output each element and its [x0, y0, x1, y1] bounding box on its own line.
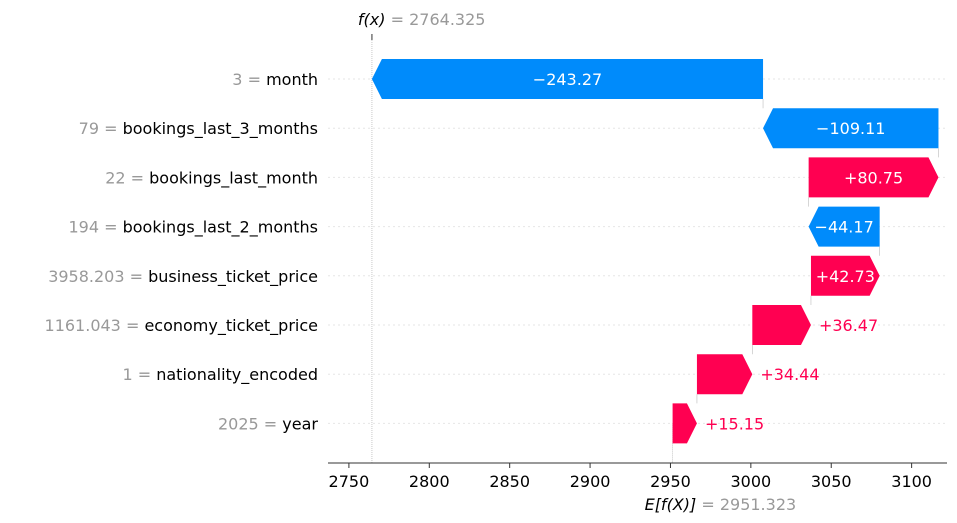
- bar-bookings_last_3_months: [763, 108, 939, 149]
- x-tick-label: 3100: [891, 472, 932, 491]
- bar-value-label: +36.47: [819, 316, 878, 335]
- feature-label: 79 = bookings_last_3_months: [79, 119, 318, 139]
- feature-equals: =: [99, 119, 123, 138]
- feature-name: bookings_last_month: [149, 168, 318, 188]
- x-axis: 2750 2800 2850 2900 2950 3000 3050 3100: [328, 462, 947, 491]
- feature-value: 22: [105, 168, 125, 187]
- bar-economy_ticket_price: [752, 305, 811, 345]
- feature-value: 194: [68, 218, 99, 237]
- bar-value-label: +34.44: [760, 365, 819, 384]
- feature-equals: =: [133, 365, 157, 384]
- feature-name: month: [266, 70, 318, 89]
- feature-label: 3 = month: [232, 70, 318, 89]
- feature-value: 2025: [218, 414, 259, 433]
- bar-year: [672, 403, 697, 444]
- feature-equals: =: [99, 218, 123, 237]
- x-tick-label: 3000: [730, 472, 771, 491]
- feature-value: 1: [122, 365, 132, 384]
- feature-name: bookings_last_3_months: [123, 119, 318, 139]
- feature-equals: =: [121, 316, 145, 335]
- base-equals: =: [696, 495, 720, 514]
- feature-name: nationality_encoded: [156, 365, 318, 385]
- feature-labels: 3 = month 79 = bookings_last_3_months 22 =…: [45, 70, 319, 433]
- bar-value-label: +42.73: [816, 267, 875, 286]
- feature-name: economy_ticket_price: [144, 316, 318, 336]
- feature-equals: =: [126, 168, 150, 187]
- feature-label: 3958.203 = business_ticket_price: [48, 267, 318, 287]
- bar-business_ticket_price: [810, 255, 880, 296]
- feature-equals: =: [259, 414, 283, 433]
- feature-label: 1161.043 = economy_ticket_price: [45, 316, 318, 336]
- bar-value-label: −243.27: [533, 70, 602, 89]
- bars-group: −243.27 −109.11 +80.75 −44.17 +42.73 +36.47 +3…: [371, 59, 939, 444]
- feature-value: 79: [79, 119, 99, 138]
- bar-value-label: +80.75: [844, 168, 903, 187]
- x-tick-label: 2800: [409, 472, 450, 491]
- bar-bookings_last_month: [808, 157, 939, 198]
- x-tick-label: 2750: [329, 472, 370, 491]
- base-value: 2951.323: [720, 495, 796, 514]
- x-tick-label: 2950: [650, 472, 691, 491]
- feature-name: bookings_last_2_months: [123, 218, 318, 238]
- bar-value-label: −44.17: [815, 218, 874, 237]
- base-func: E[f(X)]: [645, 495, 697, 514]
- feature-value: 1161.043: [45, 316, 121, 335]
- output-value-label: f(x) = 2764.325: [358, 10, 486, 29]
- base-value-label: E[f(X)] = 2951.323: [645, 495, 797, 514]
- feature-label: 2025 = year: [218, 414, 318, 433]
- bar-nationality_encoded: [696, 354, 753, 395]
- output-value: 2764.325: [409, 10, 485, 29]
- x-tick-label: 2900: [570, 472, 611, 491]
- output-func: f(x): [358, 10, 386, 29]
- output-equals: =: [386, 10, 410, 29]
- feature-label: 1 = nationality_encoded: [122, 365, 318, 385]
- feature-value: 3958.203: [48, 267, 124, 286]
- feature-label: 194 = bookings_last_2_months: [68, 218, 318, 238]
- x-tick-label: 2850: [489, 472, 530, 491]
- bar-month: [371, 59, 764, 99]
- feature-name: year: [282, 414, 318, 433]
- feature-name: business_ticket_price: [148, 267, 318, 287]
- feature-equals: =: [125, 267, 149, 286]
- feature-equals: =: [242, 70, 266, 89]
- value-labels: E[f(X)] = 2951.323 f(x) = 2764.325: [358, 10, 796, 514]
- feature-value: 3: [232, 70, 242, 89]
- bar-bookings_last_2_months: [808, 206, 880, 247]
- bar-value-label: +15.15: [705, 414, 764, 433]
- bar-value-label: −109.11: [816, 119, 885, 138]
- feature-label: 22 = bookings_last_month: [105, 168, 318, 188]
- x-tick-label: 3050: [811, 472, 852, 491]
